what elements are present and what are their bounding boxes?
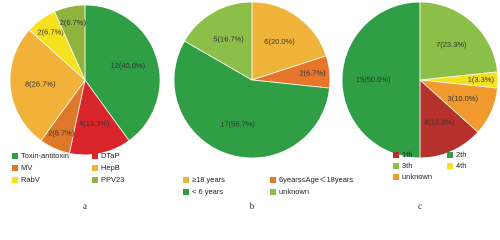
pie-slice bbox=[53, 4, 86, 81]
slice-label: 6(20.0%) bbox=[264, 37, 295, 46]
legend-swatch bbox=[92, 153, 98, 159]
legend-label: 3th bbox=[402, 161, 412, 170]
legend-label: ≥18 years bbox=[192, 175, 225, 184]
legend-label: 6years≤Age＜18years bbox=[279, 175, 353, 184]
legend-swatch bbox=[92, 177, 98, 183]
slice-label: 1(3.3%) bbox=[468, 75, 495, 84]
legend-label: unknown bbox=[279, 187, 309, 196]
legend-swatch bbox=[270, 189, 276, 195]
panel-label: a bbox=[83, 201, 87, 211]
legend-label: PPV23 bbox=[101, 175, 124, 184]
slice-label: 4(13.3%) bbox=[424, 118, 455, 127]
legend-swatch bbox=[12, 165, 18, 171]
panel-label: c bbox=[418, 201, 422, 211]
slice-label: 2(6.7%) bbox=[48, 128, 75, 137]
legend-swatch bbox=[183, 189, 189, 195]
legend-swatch bbox=[270, 177, 276, 183]
pie-slice bbox=[84, 4, 161, 142]
legend-label: MV bbox=[21, 163, 32, 172]
pie-slice bbox=[418, 79, 499, 133]
slice-label: 4(13.3%) bbox=[79, 119, 110, 128]
legend-swatch bbox=[393, 152, 399, 158]
slice-label: 5(16.7%) bbox=[213, 34, 244, 43]
legend-label: < 6 years bbox=[192, 187, 223, 196]
legend-swatch bbox=[183, 177, 189, 183]
pie-slice bbox=[419, 79, 479, 159]
slice-label: 12(40.0%) bbox=[110, 61, 145, 70]
legend-label: Toxin-antitoxin bbox=[21, 151, 69, 160]
slice-label: 17(56.7%) bbox=[220, 119, 255, 128]
slice-label: 8(26.7%) bbox=[25, 80, 56, 89]
legend-label: RabV bbox=[21, 175, 40, 184]
slice-label: 3(10.0%) bbox=[448, 94, 479, 103]
legend-label: unknown bbox=[402, 172, 432, 181]
legend-label: 2th bbox=[456, 150, 466, 159]
legend-label: HepB bbox=[101, 163, 120, 172]
legend-swatch bbox=[393, 163, 399, 169]
legend-swatch bbox=[393, 174, 399, 180]
panel-label: b bbox=[250, 201, 255, 211]
legend-swatch bbox=[447, 163, 453, 169]
legend-label: 4th bbox=[456, 161, 466, 170]
pie-slice bbox=[341, 1, 421, 159]
pie-slice bbox=[419, 1, 499, 81]
legend-label: DTaP bbox=[101, 151, 119, 160]
legend-swatch bbox=[92, 165, 98, 171]
pie-slice bbox=[183, 1, 253, 81]
pie-slice bbox=[251, 1, 327, 81]
slice-label: 15(50.0%) bbox=[356, 75, 391, 84]
legend-swatch bbox=[12, 177, 18, 183]
slice-label: 7(23.3%) bbox=[436, 40, 467, 49]
pie-slice bbox=[9, 29, 86, 142]
legend-swatch bbox=[12, 153, 18, 159]
figure: 12(40.0%)4(13.3%)2(6.7%)8(26.7%)2(6.7%)2… bbox=[9, 1, 499, 211]
pie-slice bbox=[173, 40, 331, 159]
legend-label: 1th bbox=[402, 150, 412, 159]
slice-label: 2(6.7%) bbox=[60, 18, 87, 27]
legend-swatch bbox=[447, 152, 453, 158]
pie-slice bbox=[68, 79, 130, 156]
slice-label: 2(6.7%) bbox=[299, 69, 326, 78]
slice-label: 2(6.7%) bbox=[37, 28, 64, 37]
